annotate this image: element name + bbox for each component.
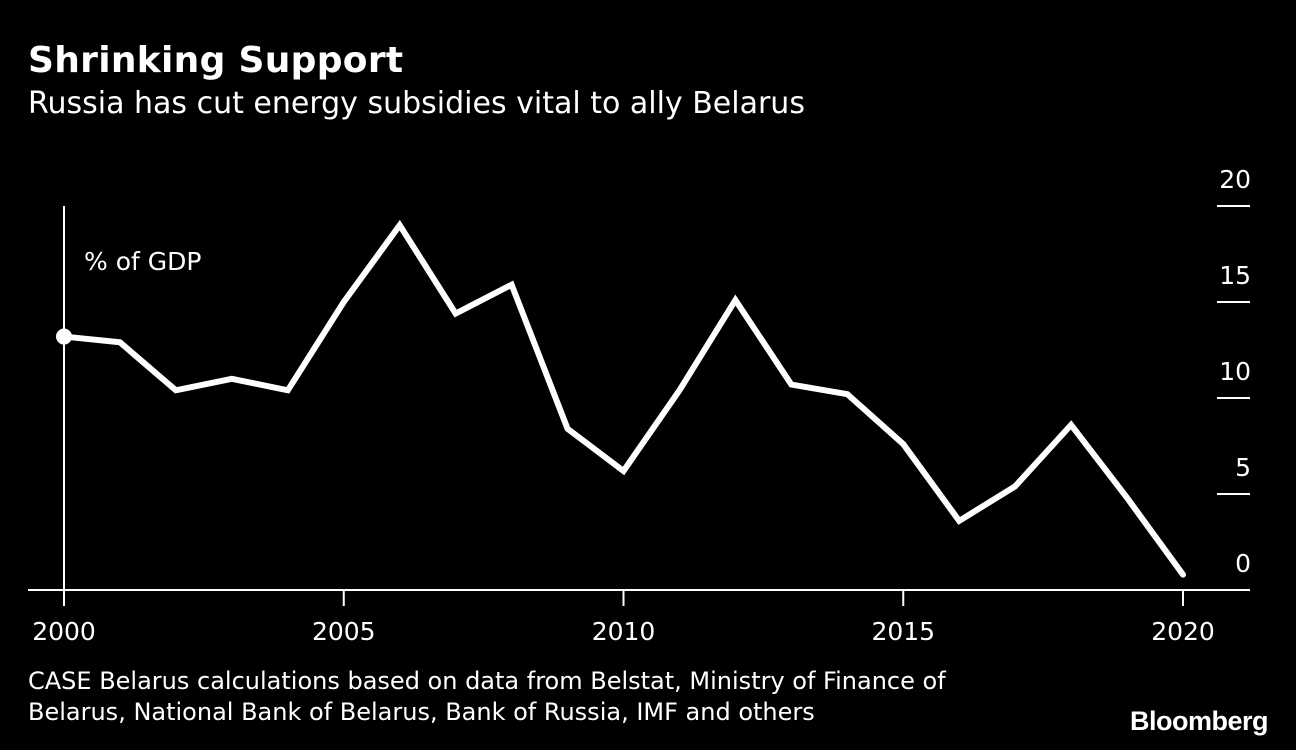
x-tick-label: 2005 xyxy=(312,617,376,646)
y-axis: 20 15 10 5 0 xyxy=(1217,165,1251,578)
source-note: CASE Belarus calculations based on data … xyxy=(28,667,946,726)
bloomberg-logo: Bloomberg xyxy=(1129,706,1269,736)
y-tick-label: 5 xyxy=(1235,453,1251,482)
y-axis-unit-label: % of GDP xyxy=(84,247,201,276)
start-point-marker xyxy=(56,328,72,345)
x-axis: 2000 2005 2010 2015 2020 xyxy=(32,590,1215,646)
y-tick-label: 15 xyxy=(1219,261,1251,290)
y-tick-label: 10 xyxy=(1219,357,1251,386)
chart-title: Shrinking Support xyxy=(28,40,404,81)
x-tick-label: 2000 xyxy=(32,617,96,646)
x-tick-label: 2015 xyxy=(871,617,935,646)
x-tick-label: 2020 xyxy=(1151,617,1215,646)
x-tick-label: 2010 xyxy=(592,617,656,646)
chart-subtitle: Russia has cut energy subsidies vital to… xyxy=(28,86,805,121)
y-tick-label: 20 xyxy=(1219,165,1251,194)
series-line xyxy=(61,219,1186,578)
series-layer xyxy=(56,219,1186,578)
y-tick-label: 0 xyxy=(1235,549,1251,578)
